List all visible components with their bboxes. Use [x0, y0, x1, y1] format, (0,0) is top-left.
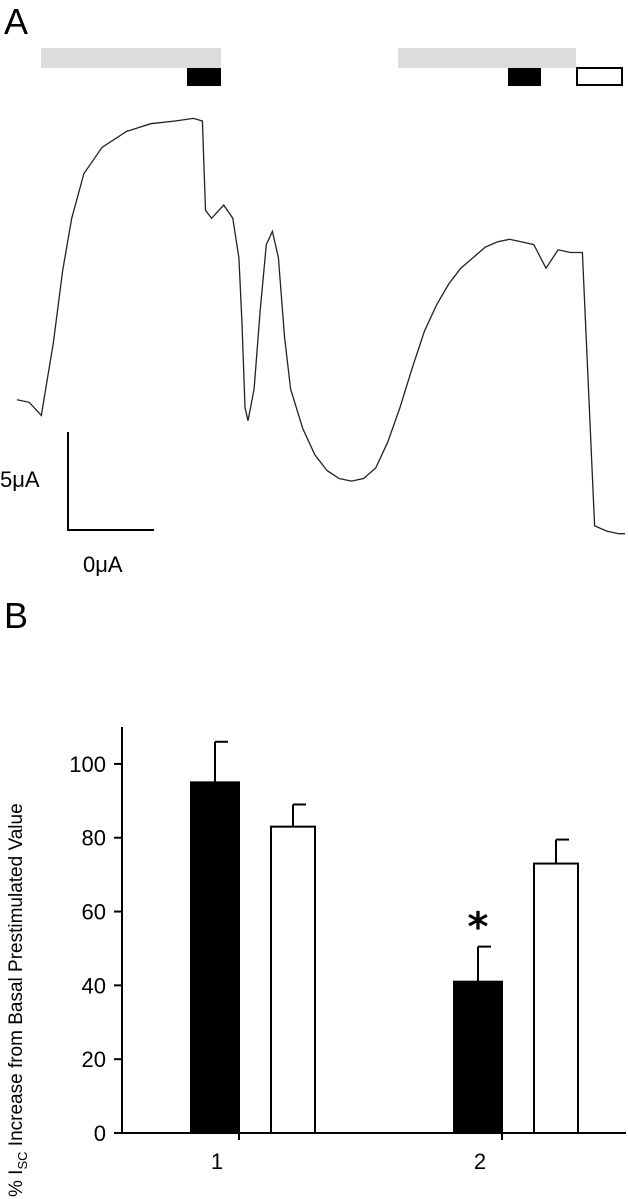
x-tick-label: 2: [474, 1149, 486, 1174]
current-trace: [16, 117, 625, 535]
y-axis-label-part2: Increase from Basal Prestimulated Value: [6, 803, 27, 1151]
y-tick-label: 80: [82, 826, 106, 851]
bar: [190, 781, 240, 1134]
open-marker: [576, 67, 623, 86]
y-tick-label: 40: [82, 973, 106, 998]
x-tick-label: 1: [211, 1149, 223, 1174]
stim-bar-1: [41, 48, 221, 68]
y-axis-label-subscript: SC: [15, 1151, 30, 1169]
bar: [533, 862, 579, 1135]
y-axis-label-part1: % I: [6, 1170, 27, 1197]
panel-b-label: B: [4, 595, 28, 636]
scale-bar-vertical-label: 5μA: [0, 467, 40, 492]
y-axis-label: % ISC Increase from Basal Prestimulated …: [6, 803, 30, 1197]
y-tick-label: 0: [94, 1121, 106, 1146]
bar: [453, 980, 503, 1134]
bar: [270, 825, 316, 1134]
filled-marker-2: [508, 68, 541, 86]
panel-a-label: A: [4, 1, 28, 42]
scale-bar-horizontal-label: 0μA: [83, 552, 123, 577]
stim-bar-2: [398, 48, 576, 68]
bar-chart: 0 20 40 60 80 100 1 2 *: [69, 727, 626, 1174]
y-tick-label: 60: [82, 900, 106, 925]
filled-marker-1: [187, 68, 221, 86]
significance-star: *: [468, 905, 489, 951]
y-tick-label: 100: [69, 752, 106, 777]
trace-line: [16, 117, 625, 535]
y-tick-label: 20: [82, 1047, 106, 1072]
